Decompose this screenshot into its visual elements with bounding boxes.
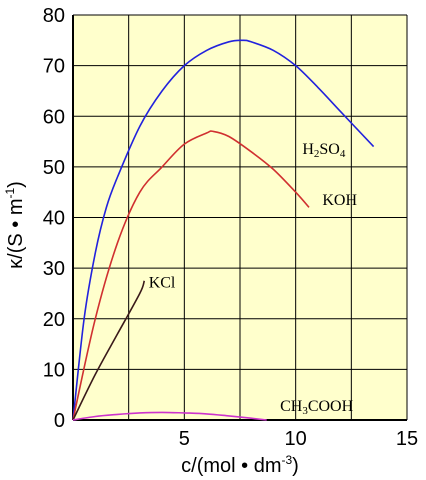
y-tick-label-50: 50 [43, 157, 65, 179]
y-tick-label-10: 10 [43, 359, 65, 381]
series-line-h2so4 [72, 39, 375, 421]
y-tick-label-80: 80 [43, 5, 65, 27]
x-axis-title-main: c/(mol • dm [181, 455, 281, 477]
x-tick-label-15: 15 [396, 428, 418, 450]
series-line-kcl [72, 280, 146, 421]
y-tick-label-30: 30 [43, 258, 65, 280]
series-label-koh: KOH [322, 192, 357, 209]
series-label-part-h2so4-1: 2 [314, 148, 320, 160]
series-lines [72, 39, 375, 421]
x-tick-labels: 5 10 15 [179, 428, 418, 450]
series-label-ch3cooh: CH3COOH [280, 398, 354, 417]
series-line-ch3cooh [72, 411, 267, 421]
axes [72, 15, 407, 421]
series-labels: H2SO4 KOH KCl CH3COOH [149, 141, 358, 417]
series-label-part-h2so4-0: H [302, 141, 314, 158]
series-label-part-ch3cooh-2: COOH [308, 398, 354, 415]
y-axis-title-main: κ/(S • m [5, 199, 27, 269]
y-axis-title-sup: -1 [3, 188, 17, 199]
x-axis-title-sup: -3 [282, 453, 293, 467]
y-tick-labels: 0 10 20 30 40 50 60 70 80 [43, 5, 65, 432]
y-axis-title: κ/(S • m-1) [3, 181, 27, 269]
y-tick-label-60: 60 [43, 106, 65, 128]
series-line-koh [72, 130, 310, 421]
x-tick-label-10: 10 [285, 428, 307, 450]
y-tick-label-70: 70 [43, 56, 65, 78]
y-tick-label-0: 0 [54, 410, 65, 432]
x-axis-title-end: ) [292, 455, 299, 477]
series-label-part-kcl-0: KCl [149, 274, 176, 291]
series-label-part-koh-0: KOH [322, 192, 357, 209]
series-label-part-ch3cooh-0: CH [280, 398, 303, 415]
series-label-part-h2so4-3: 4 [340, 148, 346, 160]
series-label-kcl: KCl [149, 274, 176, 291]
series-label-h2so4: H2SO4 [302, 141, 346, 160]
x-axis-title: c/(mol • dm-3) [181, 453, 299, 477]
y-axis-title-end: ) [5, 181, 27, 188]
y-tick-label-40: 40 [43, 208, 65, 230]
series-label-part-ch3cooh-1: 3 [302, 405, 308, 417]
series-label-part-h2so4-2: SO [319, 141, 339, 158]
x-tick-label-5: 5 [179, 428, 190, 450]
y-tick-label-20: 20 [43, 309, 65, 331]
